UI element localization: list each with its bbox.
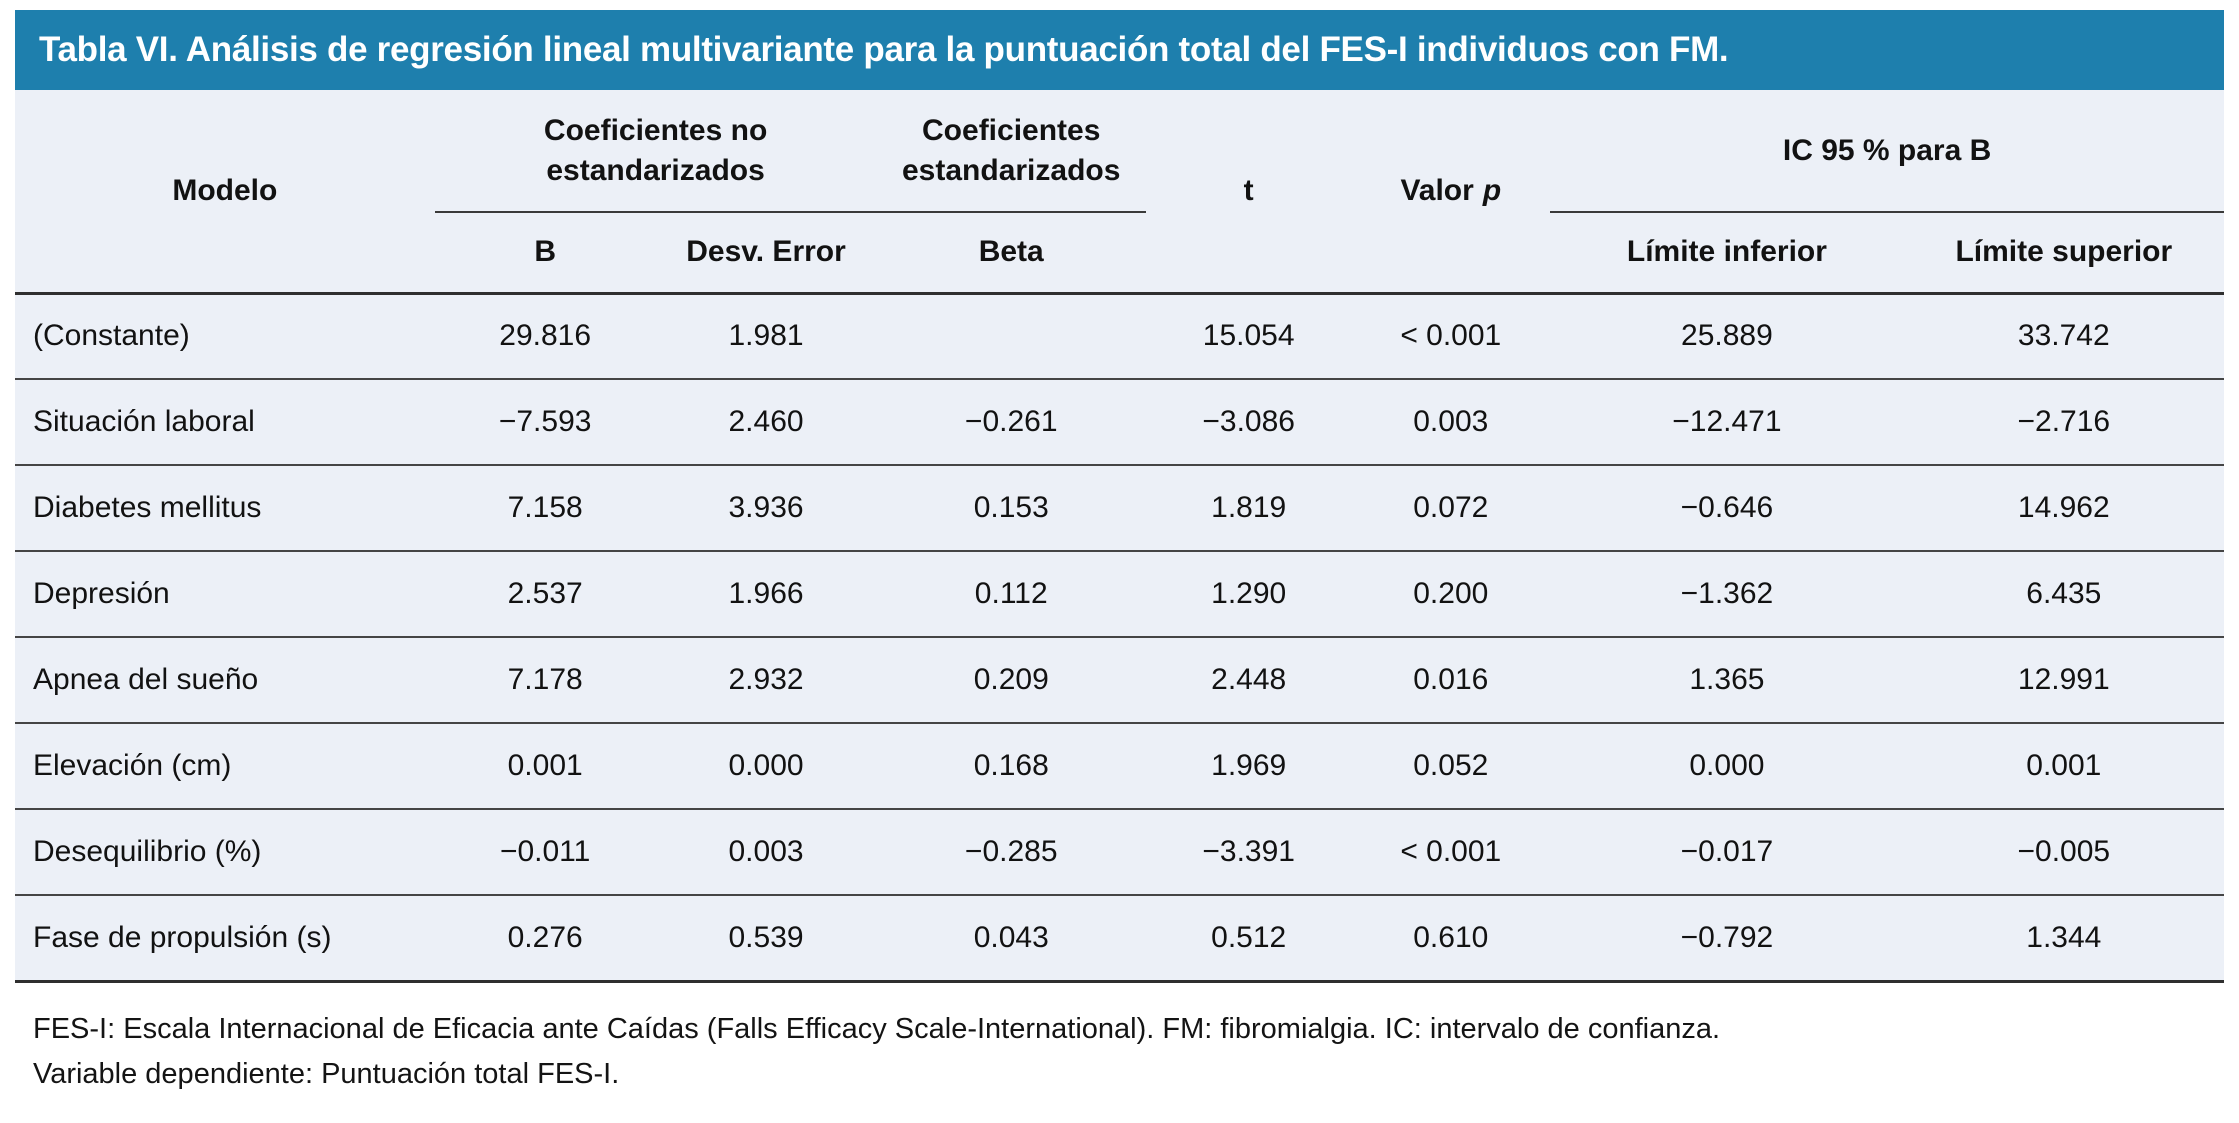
table-row-depresion: Depresión 2.537 1.966 0.112 1.290 0.200 … [15,550,2224,637]
header-sub-row: B Desv. Error Beta Límite inferior Límit… [15,212,2224,293]
cell-beta: −0.261 [876,378,1146,465]
cell-desv-error: 2.460 [655,378,877,465]
cell-limite-superior: 6.435 [1903,550,2224,637]
col-header-limite-superior: Límite superior [1955,235,2173,269]
table-row-diabetes-mellitus: Diabetes mellitus 7.158 3.936 0.153 1.81… [15,464,2224,551]
cell-limite-superior: 12.991 [1903,636,2224,723]
cell-modelo: Diabetes mellitus [15,464,435,551]
cell-limite-superior: −0.005 [1903,808,2224,895]
cell-b: 7.158 [434,464,656,551]
col-header-valor-p: Valor p [1351,90,1550,293]
cell-limite-inferior: −0.646 [1550,464,1904,551]
cell-valor-p: < 0.001 [1351,291,1551,379]
cell-t: 15.054 [1145,291,1352,379]
footnote: Variable dependiente: Puntuación total F… [33,1057,620,1090]
col-header-modelo: Modelo [172,173,278,207]
cell-t: 2.448 [1145,636,1352,723]
cell-b: −7.593 [434,378,656,465]
cell-b: 7.178 [434,636,656,723]
table-row-situacion-laboral: Situación laboral −7.593 2.460 −0.261 −3… [15,378,2224,465]
table-row-desequilibrio: Desequilibrio (%) −0.011 0.003 −0.285 −3… [15,808,2224,895]
cell-valor-p: 0.016 [1351,636,1551,723]
cell-modelo: Desequilibrio (%) [15,808,435,895]
cell-beta: 0.112 [876,550,1146,637]
cell-valor-p: 0.003 [1351,378,1551,465]
cell-beta [876,291,1146,379]
table-row-apnea-del-sueno: Apnea del sueño 7.178 2.932 0.209 2.448 … [15,636,2224,723]
cell-t: −3.391 [1145,808,1352,895]
cell-beta: 0.043 [876,894,1146,983]
group-header-standardized-coefficients: Coeficientes estandarizados [876,90,1146,213]
cell-valor-p: 0.072 [1351,464,1551,551]
cell-beta: 0.168 [876,722,1146,809]
footnote: FES-I: Escala Internacional de Eficacia … [33,1012,1721,1045]
cell-modelo: Apnea del sueño [15,636,435,723]
col-header-limite-inferior: Límite inferior [1626,235,1827,269]
cell-desv-error: 0.539 [655,894,877,983]
regression-table: Modelo Coeficientes no estandarizados Co… [15,90,2224,983]
cell-t: 0.512 [1145,894,1352,983]
cell-limite-superior: 33.742 [1903,291,2224,379]
cell-limite-inferior: −1.362 [1550,550,1904,637]
col-header-desv-error: Desv. Error [686,235,846,269]
table-title-bar: Tabla VI. Análisis de regresión lineal m… [15,10,2224,90]
group-header-unstandardized-coefficients: Coeficientes no estandarizados [434,90,877,213]
cell-limite-superior: −2.716 [1903,378,2224,465]
cell-t: −3.086 [1145,378,1352,465]
table-row-elevacion: Elevación (cm) 0.001 0.000 0.168 1.969 0… [15,722,2224,809]
cell-beta: 0.209 [876,636,1146,723]
cell-t: 1.969 [1145,722,1352,809]
cell-b: 29.816 [434,291,656,379]
table-header: Modelo Coeficientes no estandarizados Co… [15,90,2224,293]
cell-modelo: Situación laboral [15,378,435,465]
col-header-t: t [1243,173,1254,207]
cell-t: 1.819 [1145,464,1352,551]
cell-valor-p: < 0.001 [1351,808,1551,895]
col-header-beta: Beta [978,235,1044,269]
cell-b: 0.001 [434,722,656,809]
cell-limite-inferior: 0.000 [1550,722,1904,809]
table-row-fase-de-propulsion: Fase de propulsión (s) 0.276 0.539 0.043… [15,894,2224,983]
header-spanner-row: Modelo Coeficientes no estandarizados Co… [15,90,2224,213]
cell-limite-inferior: −0.017 [1550,808,1904,895]
cell-valor-p: 0.610 [1351,894,1551,983]
p-label: p [1482,173,1502,207]
cell-b: 0.276 [434,894,656,983]
cell-beta: −0.285 [876,808,1146,895]
valor-label: Valor [1400,173,1474,207]
cell-modelo: Elevación (cm) [15,722,435,809]
col-header-b: B [534,235,556,269]
group-header-ic-95: IC 95 % para B [1550,90,2224,213]
cell-desv-error: 3.936 [655,464,877,551]
cell-b: 2.537 [434,550,656,637]
cell-beta: 0.153 [876,464,1146,551]
table-figure: Tabla VI. Análisis de regresión lineal m… [15,10,2224,1097]
cell-desv-error: 2.932 [655,636,877,723]
cell-limite-inferior: −12.471 [1550,378,1904,465]
cell-desv-error: 0.003 [655,808,877,895]
cell-desv-error: 1.966 [655,550,877,637]
cell-limite-superior: 1.344 [1903,894,2224,983]
cell-limite-superior: 14.962 [1903,464,2224,551]
cell-valor-p: 0.052 [1351,722,1551,809]
cell-desv-error: 0.000 [655,722,877,809]
cell-modelo: Fase de propulsión (s) [15,894,435,983]
cell-t: 1.290 [1145,550,1352,637]
cell-modelo: Depresión [15,550,435,637]
cell-limite-inferior: −0.792 [1550,894,1904,983]
table-body: (Constante) 29.816 1.981 15.054 < 0.001 … [15,291,2224,983]
table-row-constante: (Constante) 29.816 1.981 15.054 < 0.001 … [15,291,2224,379]
cell-b: −0.011 [434,808,656,895]
cell-desv-error: 1.981 [655,291,877,379]
cell-limite-superior: 0.001 [1903,722,2224,809]
table-title: Tabla VI. Análisis de regresión lineal m… [39,30,1729,69]
cell-limite-inferior: 1.365 [1550,636,1904,723]
table-footnotes: FES-I: Escala Internacional de Eficacia … [15,1007,2224,1097]
cell-modelo: (Constante) [15,291,435,379]
cell-valor-p: 0.200 [1351,550,1551,637]
cell-limite-inferior: 25.889 [1550,291,1904,379]
